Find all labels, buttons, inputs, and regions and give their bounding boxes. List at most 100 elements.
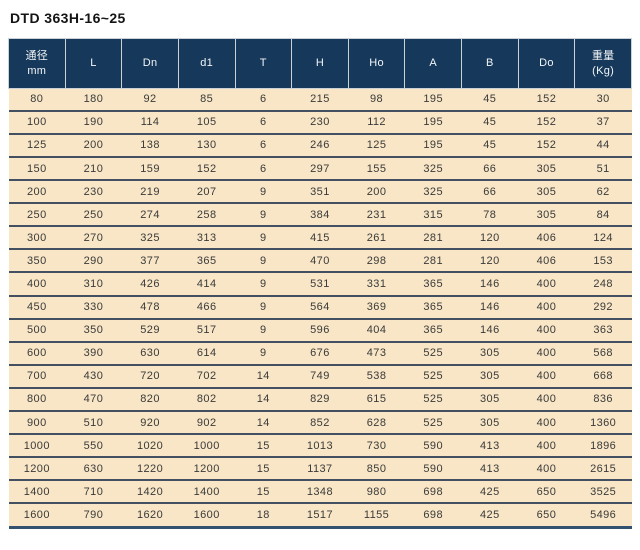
- column-header-L: L: [64, 38, 123, 89]
- table-row: 100 190 114 105 6 230 112 195 45 152 37: [8, 110, 632, 135]
- table-cell: 281: [404, 249, 462, 274]
- table-cell: 730: [348, 434, 405, 459]
- table-cell: 9: [235, 249, 292, 274]
- table-cell: 152: [178, 156, 235, 182]
- table-cell: 313: [178, 226, 235, 251]
- table-cell: 9: [235, 203, 292, 228]
- table-cell: 66: [461, 156, 519, 182]
- table-row: 1000 550 1020 1000 15 1013 730 590 413 400 1896: [8, 434, 632, 459]
- table-cell: 18: [235, 503, 292, 530]
- table-cell: 404: [348, 318, 405, 343]
- table-row: 500 350 529 517 9 596 404 365 146 400 363: [8, 318, 632, 343]
- table-cell: 852: [291, 410, 349, 436]
- table-cell: 538: [348, 364, 405, 389]
- table-cell: 470: [65, 387, 122, 412]
- table-cell: 525: [404, 364, 462, 389]
- table-cell: 315: [404, 203, 462, 228]
- table-row: 1200 630 1220 1200 15 1137 850 590 413 400 2615: [8, 457, 632, 482]
- table-cell: 702: [178, 364, 235, 389]
- table-cell: 1020: [121, 434, 179, 459]
- table-cell: 414: [178, 272, 235, 297]
- table-cell: 105: [178, 110, 235, 135]
- table-cell: 1600: [8, 503, 66, 530]
- table-cell: 1360: [574, 410, 632, 436]
- table-row: 800 470 820 802 14 829 615 525 305 400 836: [8, 387, 632, 412]
- table-cell: 250: [8, 203, 66, 228]
- table-cell: 292: [574, 295, 632, 320]
- table-cell: 550: [65, 434, 122, 459]
- table-cell: 377: [121, 249, 179, 274]
- table-cell: 305: [461, 341, 519, 366]
- table-cell: 190: [65, 110, 122, 135]
- table-cell: 365: [178, 249, 235, 274]
- table-cell: 1420: [121, 480, 179, 505]
- table-cell: 261: [348, 226, 405, 251]
- table-cell: 9: [235, 226, 292, 251]
- table-cell: 698: [404, 480, 462, 505]
- table-cell: 590: [404, 434, 462, 459]
- table-cell: 450: [8, 295, 66, 320]
- table-cell: 525: [404, 387, 462, 412]
- table-cell: 529: [121, 318, 179, 343]
- table-cell: 152: [518, 88, 575, 112]
- table-cell: 290: [65, 249, 122, 274]
- table-cell: 596: [291, 318, 349, 343]
- column-header-Ho: Ho: [347, 38, 406, 89]
- table-cell: 630: [121, 341, 179, 366]
- column-header-weight-kg: 重量 (Kg): [574, 38, 632, 89]
- table-row: 600 390 630 614 9 676 473 525 305 400 568: [8, 341, 632, 366]
- table-cell: 92: [121, 88, 179, 112]
- table-cell: 120: [461, 249, 519, 274]
- table-cell: 720: [121, 364, 179, 389]
- table-cell: 6: [235, 156, 292, 182]
- table-header: 通径 mm L Dn d1 T H Ho A B Do 重量 (Kg): [8, 38, 632, 89]
- table-cell: 615: [348, 387, 405, 412]
- table-cell: 384: [291, 203, 349, 228]
- table-cell: 146: [461, 295, 519, 320]
- table-cell: 6: [235, 88, 292, 112]
- table-cell: 195: [404, 133, 462, 158]
- table-cell: 112: [348, 110, 405, 135]
- table-cell: 400: [518, 272, 575, 297]
- table-cell: 258: [178, 203, 235, 228]
- table-cell: 130: [178, 133, 235, 158]
- table-cell: 3525: [574, 480, 632, 505]
- table-cell: 628: [348, 410, 405, 436]
- table-cell: 37: [574, 110, 632, 135]
- table-cell: 300: [8, 226, 66, 251]
- table-cell: 1348: [291, 480, 349, 505]
- table-cell: 305: [461, 364, 519, 389]
- table-cell: 138: [121, 133, 179, 158]
- table-cell: 325: [404, 156, 462, 182]
- table-cell: 525: [404, 410, 462, 436]
- table-cell: 1220: [121, 457, 179, 482]
- table-cell: 390: [65, 341, 122, 366]
- table-cell: 1155: [348, 503, 405, 530]
- table-cell: 600: [8, 341, 66, 366]
- table-cell: 310: [65, 272, 122, 297]
- table-cell: 219: [121, 180, 179, 205]
- table-cell: 1896: [574, 434, 632, 459]
- table-header-row: 通径 mm L Dn d1 T H Ho A B Do 重量 (Kg): [8, 38, 632, 89]
- table-cell: 400: [518, 318, 575, 343]
- table-cell: 400: [518, 387, 575, 412]
- table-cell: 120: [461, 226, 519, 251]
- table-cell: 800: [8, 387, 66, 412]
- table-cell: 351: [291, 180, 349, 205]
- table-cell: 350: [8, 249, 66, 274]
- table-cell: 200: [8, 180, 66, 205]
- table-cell: 1000: [178, 434, 235, 459]
- table-cell: 62: [574, 180, 632, 205]
- table-cell: 30: [574, 88, 632, 112]
- column-header-H: H: [291, 38, 349, 89]
- table-cell: 150: [8, 156, 66, 182]
- table-cell: 215: [291, 88, 349, 112]
- table-cell: 478: [121, 295, 179, 320]
- table-row: 700 430 720 702 14 749 538 525 305 400 668: [8, 364, 632, 389]
- table-row: 1400 710 1420 1400 15 1348 980 698 425 650 3525: [8, 480, 632, 505]
- table-cell: 517: [178, 318, 235, 343]
- table-cell: 274: [121, 203, 179, 228]
- table-cell: 430: [65, 364, 122, 389]
- table-cell: 230: [291, 110, 349, 135]
- table-row: 350 290 377 365 9 470 298 281 120 406 153: [8, 249, 632, 274]
